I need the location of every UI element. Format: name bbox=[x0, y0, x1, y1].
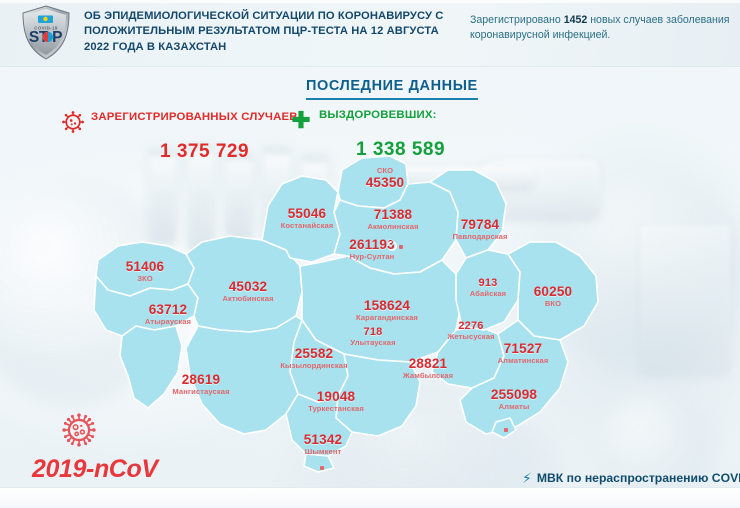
registered-cases-value: 1 375 729 bbox=[160, 141, 250, 162]
new-cases-value: 1452 bbox=[563, 14, 588, 26]
registered-cases-label: ЗАРЕГИСТРИРОВАННЫХ СЛУЧАЕВ: bbox=[91, 111, 302, 123]
new-cases-prefix: Зарегистрировано bbox=[470, 14, 564, 26]
svg-text:COVID-19: COVID-19 bbox=[34, 26, 58, 31]
stop-covid-shield-logo: COVID-19 ST P bbox=[18, 4, 74, 62]
background-blur-prop bbox=[640, 225, 730, 375]
capital-marker-almaty bbox=[504, 428, 508, 432]
virus-icon bbox=[62, 413, 96, 452]
capital-marker-shymkent bbox=[320, 466, 324, 470]
kazakhstan-region-map: СКО 45350 55046 Костанайская 71388 Акмол… bbox=[90, 150, 670, 473]
region-shape-abai bbox=[455, 249, 521, 331]
region-shape-shymkent bbox=[303, 453, 335, 473]
recovered-cases-block: ВЫЗДОРОВЕВШИХ: 1 338 589 bbox=[290, 108, 445, 161]
header-bar: COVID-19 ST P ОБ ЭПИДЕМИОЛОГИЧЕСКОЙ СИТУ… bbox=[0, 0, 740, 67]
region-shape-almaty-region bbox=[459, 319, 569, 435]
capital-marker-nursultan bbox=[399, 245, 403, 249]
recovered-cases-value: 1 338 589 bbox=[356, 139, 446, 160]
registered-cases-block: ЗАРЕГИСТРИРОВАННЫХ СЛУЧАЕВ: 1 375 729 bbox=[62, 110, 302, 163]
region-shape-akmola bbox=[333, 181, 459, 275]
page-title: ОБ ЭПИДЕМИОЛОГИЧЕСКОЙ СИТУАЦИИ ПО КОРОНА… bbox=[84, 10, 444, 53]
new-cases-note: Зарегистрировано 1452 новых случаев забо… bbox=[470, 13, 732, 42]
region-shape-mangystau bbox=[119, 325, 183, 409]
region-shape-sko bbox=[337, 155, 409, 209]
region-shape-turkestan bbox=[285, 393, 353, 457]
new-cases-suffix: новых случаев заболевания коронавирусной… bbox=[470, 14, 730, 41]
region-shape-pavlodar bbox=[429, 169, 507, 259]
recovered-cases-label: ВЫЗДОРОВЕВШИХ: bbox=[319, 109, 437, 121]
virus-icon bbox=[62, 111, 84, 138]
region-shape-vko bbox=[507, 241, 599, 341]
region-shape-aktobe bbox=[185, 235, 303, 333]
capital-ring-nursultan bbox=[387, 239, 394, 246]
footer-bar bbox=[0, 487, 740, 508]
map-svg bbox=[93, 155, 599, 473]
latest-data-heading: ПОСЛЕДНИЕ ДАННЫЕ bbox=[306, 78, 478, 100]
background-blur-prop bbox=[187, 140, 215, 252]
ncov-label: 2019-nCoV bbox=[32, 455, 158, 483]
bolt-icon: ⚡ bbox=[522, 470, 532, 486]
mvk-label: МВК по нераспространению COVID-19 bbox=[536, 471, 740, 485]
plus-icon bbox=[290, 109, 312, 136]
region-shape-zhambyl bbox=[335, 353, 421, 437]
region-shape-kyzylorda bbox=[185, 315, 303, 435]
background-blur-prop bbox=[225, 148, 253, 242]
mvk-credit: ⚡ МВК по нераспространению COVID-19 bbox=[522, 468, 740, 488]
